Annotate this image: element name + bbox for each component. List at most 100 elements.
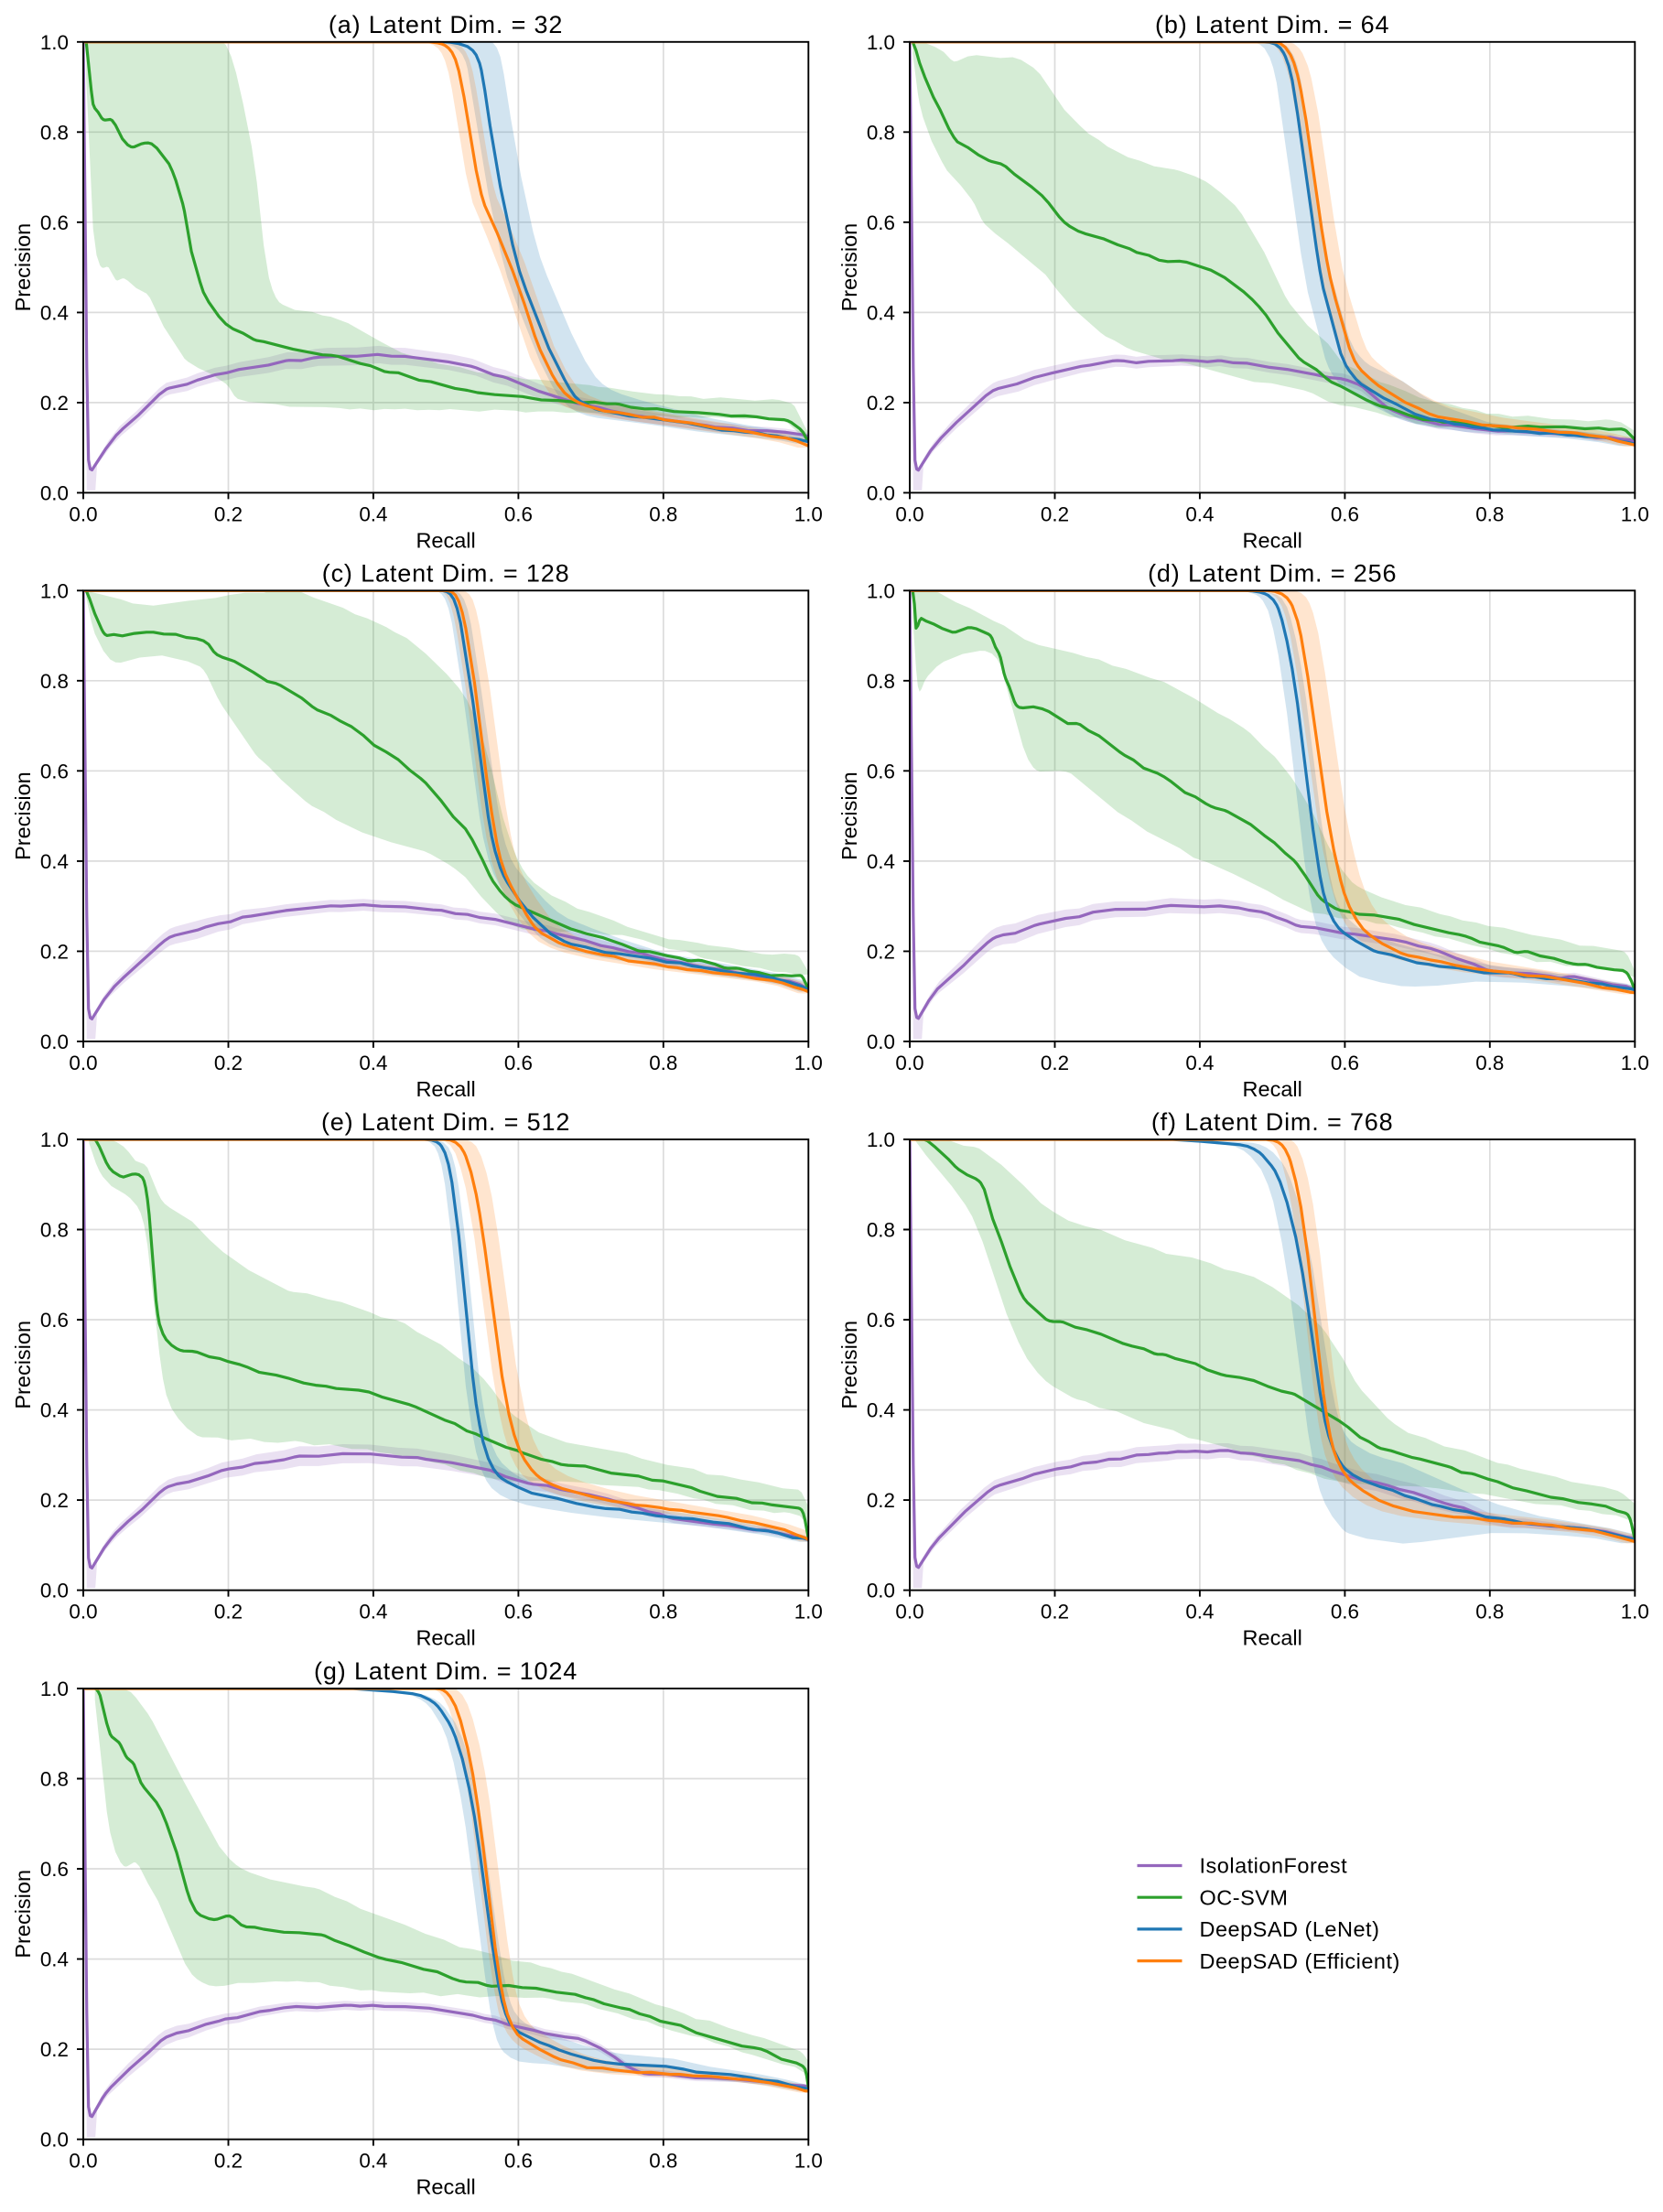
svg-text:0.2: 0.2	[214, 1601, 243, 1624]
svg-text:0.6: 0.6	[1331, 502, 1359, 525]
svg-text:0.6: 0.6	[867, 211, 895, 234]
svg-text:0.2: 0.2	[1041, 1601, 1069, 1624]
svg-text:0.2: 0.2	[214, 502, 243, 525]
svg-text:OC-SVM: OC-SVM	[1200, 1885, 1289, 1909]
svg-text:Recall: Recall	[1243, 1626, 1302, 1650]
svg-text:0.8: 0.8	[649, 2150, 677, 2173]
svg-text:1.0: 1.0	[794, 2150, 823, 2173]
svg-text:Recall: Recall	[416, 2175, 475, 2199]
svg-text:0.6: 0.6	[504, 1052, 533, 1074]
svg-text:1.0: 1.0	[794, 1601, 823, 1624]
svg-text:0.6: 0.6	[1331, 1601, 1359, 1624]
svg-text:0.8: 0.8	[40, 121, 69, 144]
svg-text:(a) Latent Dim. = 32: (a) Latent Dim. = 32	[329, 11, 563, 38]
svg-text:1.0: 1.0	[867, 31, 895, 54]
svg-text:0.2: 0.2	[1041, 502, 1069, 525]
svg-text:Precision: Precision	[11, 223, 35, 312]
svg-text:0.0: 0.0	[69, 1601, 97, 1624]
svg-text:1.0: 1.0	[1621, 1601, 1649, 1624]
svg-text:0.0: 0.0	[867, 1580, 895, 1602]
svg-text:1.0: 1.0	[40, 1678, 69, 1700]
svg-text:0.0: 0.0	[895, 502, 923, 525]
svg-text:0.4: 0.4	[359, 1601, 387, 1624]
svg-text:0.6: 0.6	[504, 502, 533, 525]
svg-text:0.0: 0.0	[867, 1030, 895, 1053]
svg-text:1.0: 1.0	[40, 579, 69, 602]
svg-text:0.8: 0.8	[649, 502, 677, 525]
svg-text:0.0: 0.0	[895, 1052, 923, 1074]
svg-text:Precision: Precision	[837, 772, 861, 860]
svg-text:0.0: 0.0	[69, 2150, 97, 2173]
svg-text:IsolationForest: IsolationForest	[1200, 1854, 1348, 1878]
svg-text:0.0: 0.0	[40, 1580, 69, 1602]
svg-text:Recall: Recall	[416, 528, 475, 552]
svg-text:1.0: 1.0	[794, 1052, 823, 1074]
svg-text:0.0: 0.0	[895, 1601, 923, 1624]
svg-text:0.4: 0.4	[40, 1399, 69, 1422]
svg-text:0.2: 0.2	[867, 940, 895, 963]
svg-text:0.0: 0.0	[867, 481, 895, 504]
svg-text:0.8: 0.8	[1475, 1052, 1504, 1074]
svg-text:0.8: 0.8	[649, 1601, 677, 1624]
svg-text:0.0: 0.0	[69, 502, 97, 525]
svg-text:0.0: 0.0	[40, 1030, 69, 1053]
svg-text:0.4: 0.4	[1185, 1052, 1214, 1074]
svg-text:0.2: 0.2	[40, 1489, 69, 1512]
svg-text:0.6: 0.6	[40, 1309, 69, 1332]
svg-text:(e) Latent Dim. = 512: (e) Latent Dim. = 512	[321, 1108, 570, 1136]
svg-text:DeepSAD (LeNet): DeepSAD (LeNet)	[1200, 1917, 1380, 1941]
svg-text:0.8: 0.8	[867, 670, 895, 693]
svg-text:0.4: 0.4	[1185, 1601, 1214, 1624]
svg-text:0.6: 0.6	[1331, 1052, 1359, 1074]
svg-text:0.6: 0.6	[40, 1858, 69, 1881]
svg-text:0.6: 0.6	[504, 1601, 533, 1624]
svg-text:0.4: 0.4	[359, 1052, 387, 1074]
svg-text:(g) Latent Dim. = 1024: (g) Latent Dim. = 1024	[314, 1657, 578, 1685]
svg-text:(d) Latent Dim. = 256: (d) Latent Dim. = 256	[1148, 559, 1397, 587]
svg-text:0.8: 0.8	[649, 1052, 677, 1074]
svg-text:0.8: 0.8	[40, 1219, 69, 1242]
svg-text:0.4: 0.4	[40, 850, 69, 873]
svg-text:0.6: 0.6	[40, 211, 69, 234]
svg-text:0.0: 0.0	[40, 481, 69, 504]
svg-text:Recall: Recall	[1243, 528, 1302, 552]
svg-text:0.4: 0.4	[359, 502, 387, 525]
svg-text:Precision: Precision	[11, 1870, 35, 1958]
svg-text:0.8: 0.8	[40, 1768, 69, 1791]
svg-text:0.2: 0.2	[1041, 1052, 1069, 1074]
svg-text:(f) Latent Dim. = 768: (f) Latent Dim. = 768	[1151, 1108, 1394, 1136]
svg-text:0.2: 0.2	[867, 1489, 895, 1512]
svg-text:Recall: Recall	[416, 1077, 475, 1101]
svg-text:Recall: Recall	[1243, 1077, 1302, 1101]
svg-text:(c) Latent Dim. = 128: (c) Latent Dim. = 128	[322, 559, 570, 587]
svg-text:0.2: 0.2	[40, 940, 69, 963]
svg-text:0.4: 0.4	[40, 301, 69, 324]
svg-text:Precision: Precision	[11, 1321, 35, 1409]
svg-text:0.8: 0.8	[867, 1219, 895, 1242]
svg-text:Precision: Precision	[837, 1321, 861, 1409]
svg-text:1.0: 1.0	[867, 579, 895, 602]
svg-text:0.0: 0.0	[40, 2129, 69, 2152]
svg-text:0.8: 0.8	[40, 670, 69, 693]
svg-text:0.2: 0.2	[214, 2150, 243, 2173]
svg-text:DeepSAD (Efficient): DeepSAD (Efficient)	[1200, 1949, 1400, 1973]
svg-text:0.4: 0.4	[867, 850, 895, 873]
svg-text:1.0: 1.0	[1621, 502, 1649, 525]
svg-text:0.2: 0.2	[40, 392, 69, 415]
svg-text:0.6: 0.6	[867, 1309, 895, 1332]
svg-text:0.2: 0.2	[214, 1052, 243, 1074]
svg-text:1.0: 1.0	[794, 502, 823, 525]
svg-text:0.4: 0.4	[1185, 502, 1214, 525]
svg-text:0.8: 0.8	[867, 121, 895, 144]
svg-text:Precision: Precision	[837, 223, 861, 312]
svg-text:0.6: 0.6	[504, 2150, 533, 2173]
svg-text:0.4: 0.4	[867, 301, 895, 324]
svg-text:1.0: 1.0	[40, 31, 69, 54]
svg-text:1.0: 1.0	[1621, 1052, 1649, 1074]
svg-text:0.4: 0.4	[359, 2150, 387, 2173]
svg-text:0.0: 0.0	[69, 1052, 97, 1074]
svg-text:Precision: Precision	[11, 772, 35, 860]
svg-text:Recall: Recall	[416, 1626, 475, 1650]
svg-text:0.6: 0.6	[40, 760, 69, 782]
svg-text:0.2: 0.2	[867, 392, 895, 415]
